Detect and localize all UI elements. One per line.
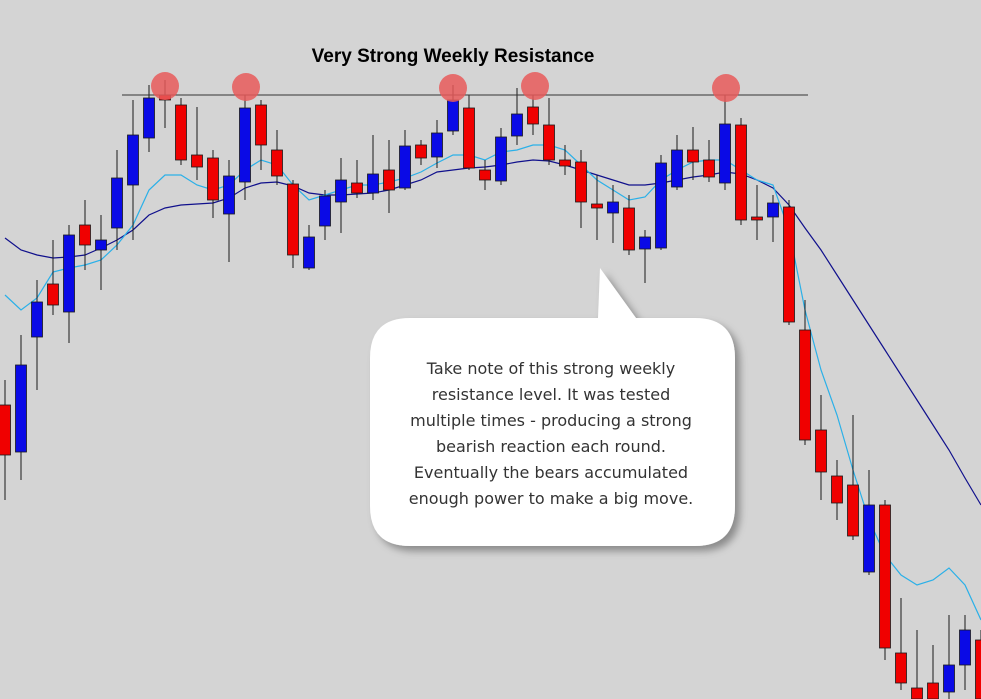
candle-body xyxy=(431,132,443,158)
candle-body xyxy=(559,159,571,167)
candle-body xyxy=(15,364,27,453)
candle-body xyxy=(223,175,235,215)
candle-body xyxy=(463,107,475,169)
moving-average-line xyxy=(4,144,981,621)
candle-body xyxy=(703,159,715,178)
candle-body xyxy=(191,154,203,168)
candle-body xyxy=(239,107,251,183)
resistance-touches xyxy=(151,72,740,102)
candles xyxy=(0,80,981,699)
candle-body xyxy=(671,149,683,188)
candle-body xyxy=(783,206,795,323)
candle-body xyxy=(303,236,315,269)
candle-body xyxy=(687,149,699,163)
candle-body xyxy=(383,169,395,191)
candle-body xyxy=(399,145,411,189)
candle-body xyxy=(255,104,267,146)
candle-body xyxy=(719,123,731,184)
callout-text: Take note of this strong weekly resistanc… xyxy=(409,359,694,508)
candle-body xyxy=(0,404,11,456)
candle-body xyxy=(319,195,331,227)
candle-body xyxy=(911,687,923,699)
candle-body xyxy=(591,203,603,209)
candle-body xyxy=(639,236,651,250)
candle-body xyxy=(799,329,811,441)
candle-body xyxy=(207,157,219,201)
candle-body xyxy=(175,104,187,161)
candle-body xyxy=(63,234,75,313)
touch-marker xyxy=(439,74,467,102)
candle-body xyxy=(655,162,667,249)
candle-body xyxy=(735,124,747,221)
chart-title: Very Strong Weekly Resistance xyxy=(312,46,595,67)
callout-line: resistance level. It was tested xyxy=(432,385,670,404)
moving-averages xyxy=(4,144,981,621)
candle-body xyxy=(751,216,763,221)
touch-marker xyxy=(232,73,260,101)
candle-body xyxy=(767,202,779,218)
candle-body xyxy=(495,136,507,182)
callout-line: multiple times - producing a strong xyxy=(410,411,692,430)
candle-body xyxy=(959,629,971,666)
candle-body xyxy=(543,124,555,161)
candle-body xyxy=(815,429,827,473)
candle-body xyxy=(351,182,363,194)
touch-marker xyxy=(151,72,179,100)
candle-body xyxy=(271,149,283,177)
candle-body xyxy=(831,475,843,504)
callout-line: Eventually the bears accumulated xyxy=(414,463,688,482)
callout-line: bearish reaction each round. xyxy=(436,437,666,456)
candle-body xyxy=(447,99,459,132)
candle-body xyxy=(335,179,347,203)
callout-line: enough power to make a big move. xyxy=(409,489,694,508)
candle-body xyxy=(943,664,955,693)
candle-body xyxy=(143,97,155,139)
candle-body xyxy=(47,283,59,306)
candle-body xyxy=(31,301,43,338)
callout-line: Take note of this strong weekly xyxy=(426,359,675,378)
candle-body xyxy=(927,682,939,699)
touch-marker xyxy=(521,72,549,100)
candle-body xyxy=(607,201,619,214)
candle-body xyxy=(863,504,875,573)
candle-body xyxy=(575,161,587,203)
callout xyxy=(370,268,735,546)
touch-marker xyxy=(712,74,740,102)
candle-body xyxy=(127,134,139,186)
candle-body xyxy=(79,224,91,246)
candle-body xyxy=(511,113,523,137)
candle-body xyxy=(415,144,427,159)
moving-average-line xyxy=(4,159,981,506)
candle-body xyxy=(623,207,635,251)
candle-body xyxy=(879,504,891,649)
candle-body xyxy=(847,484,859,537)
candle-body xyxy=(111,177,123,229)
candle-body xyxy=(367,173,379,194)
callout-bubble xyxy=(370,268,735,546)
candle-body xyxy=(287,183,299,256)
candle-body xyxy=(975,639,981,699)
candle-body xyxy=(527,106,539,125)
candle-body xyxy=(895,652,907,684)
candle-body xyxy=(95,239,107,251)
candle-body xyxy=(479,169,491,181)
